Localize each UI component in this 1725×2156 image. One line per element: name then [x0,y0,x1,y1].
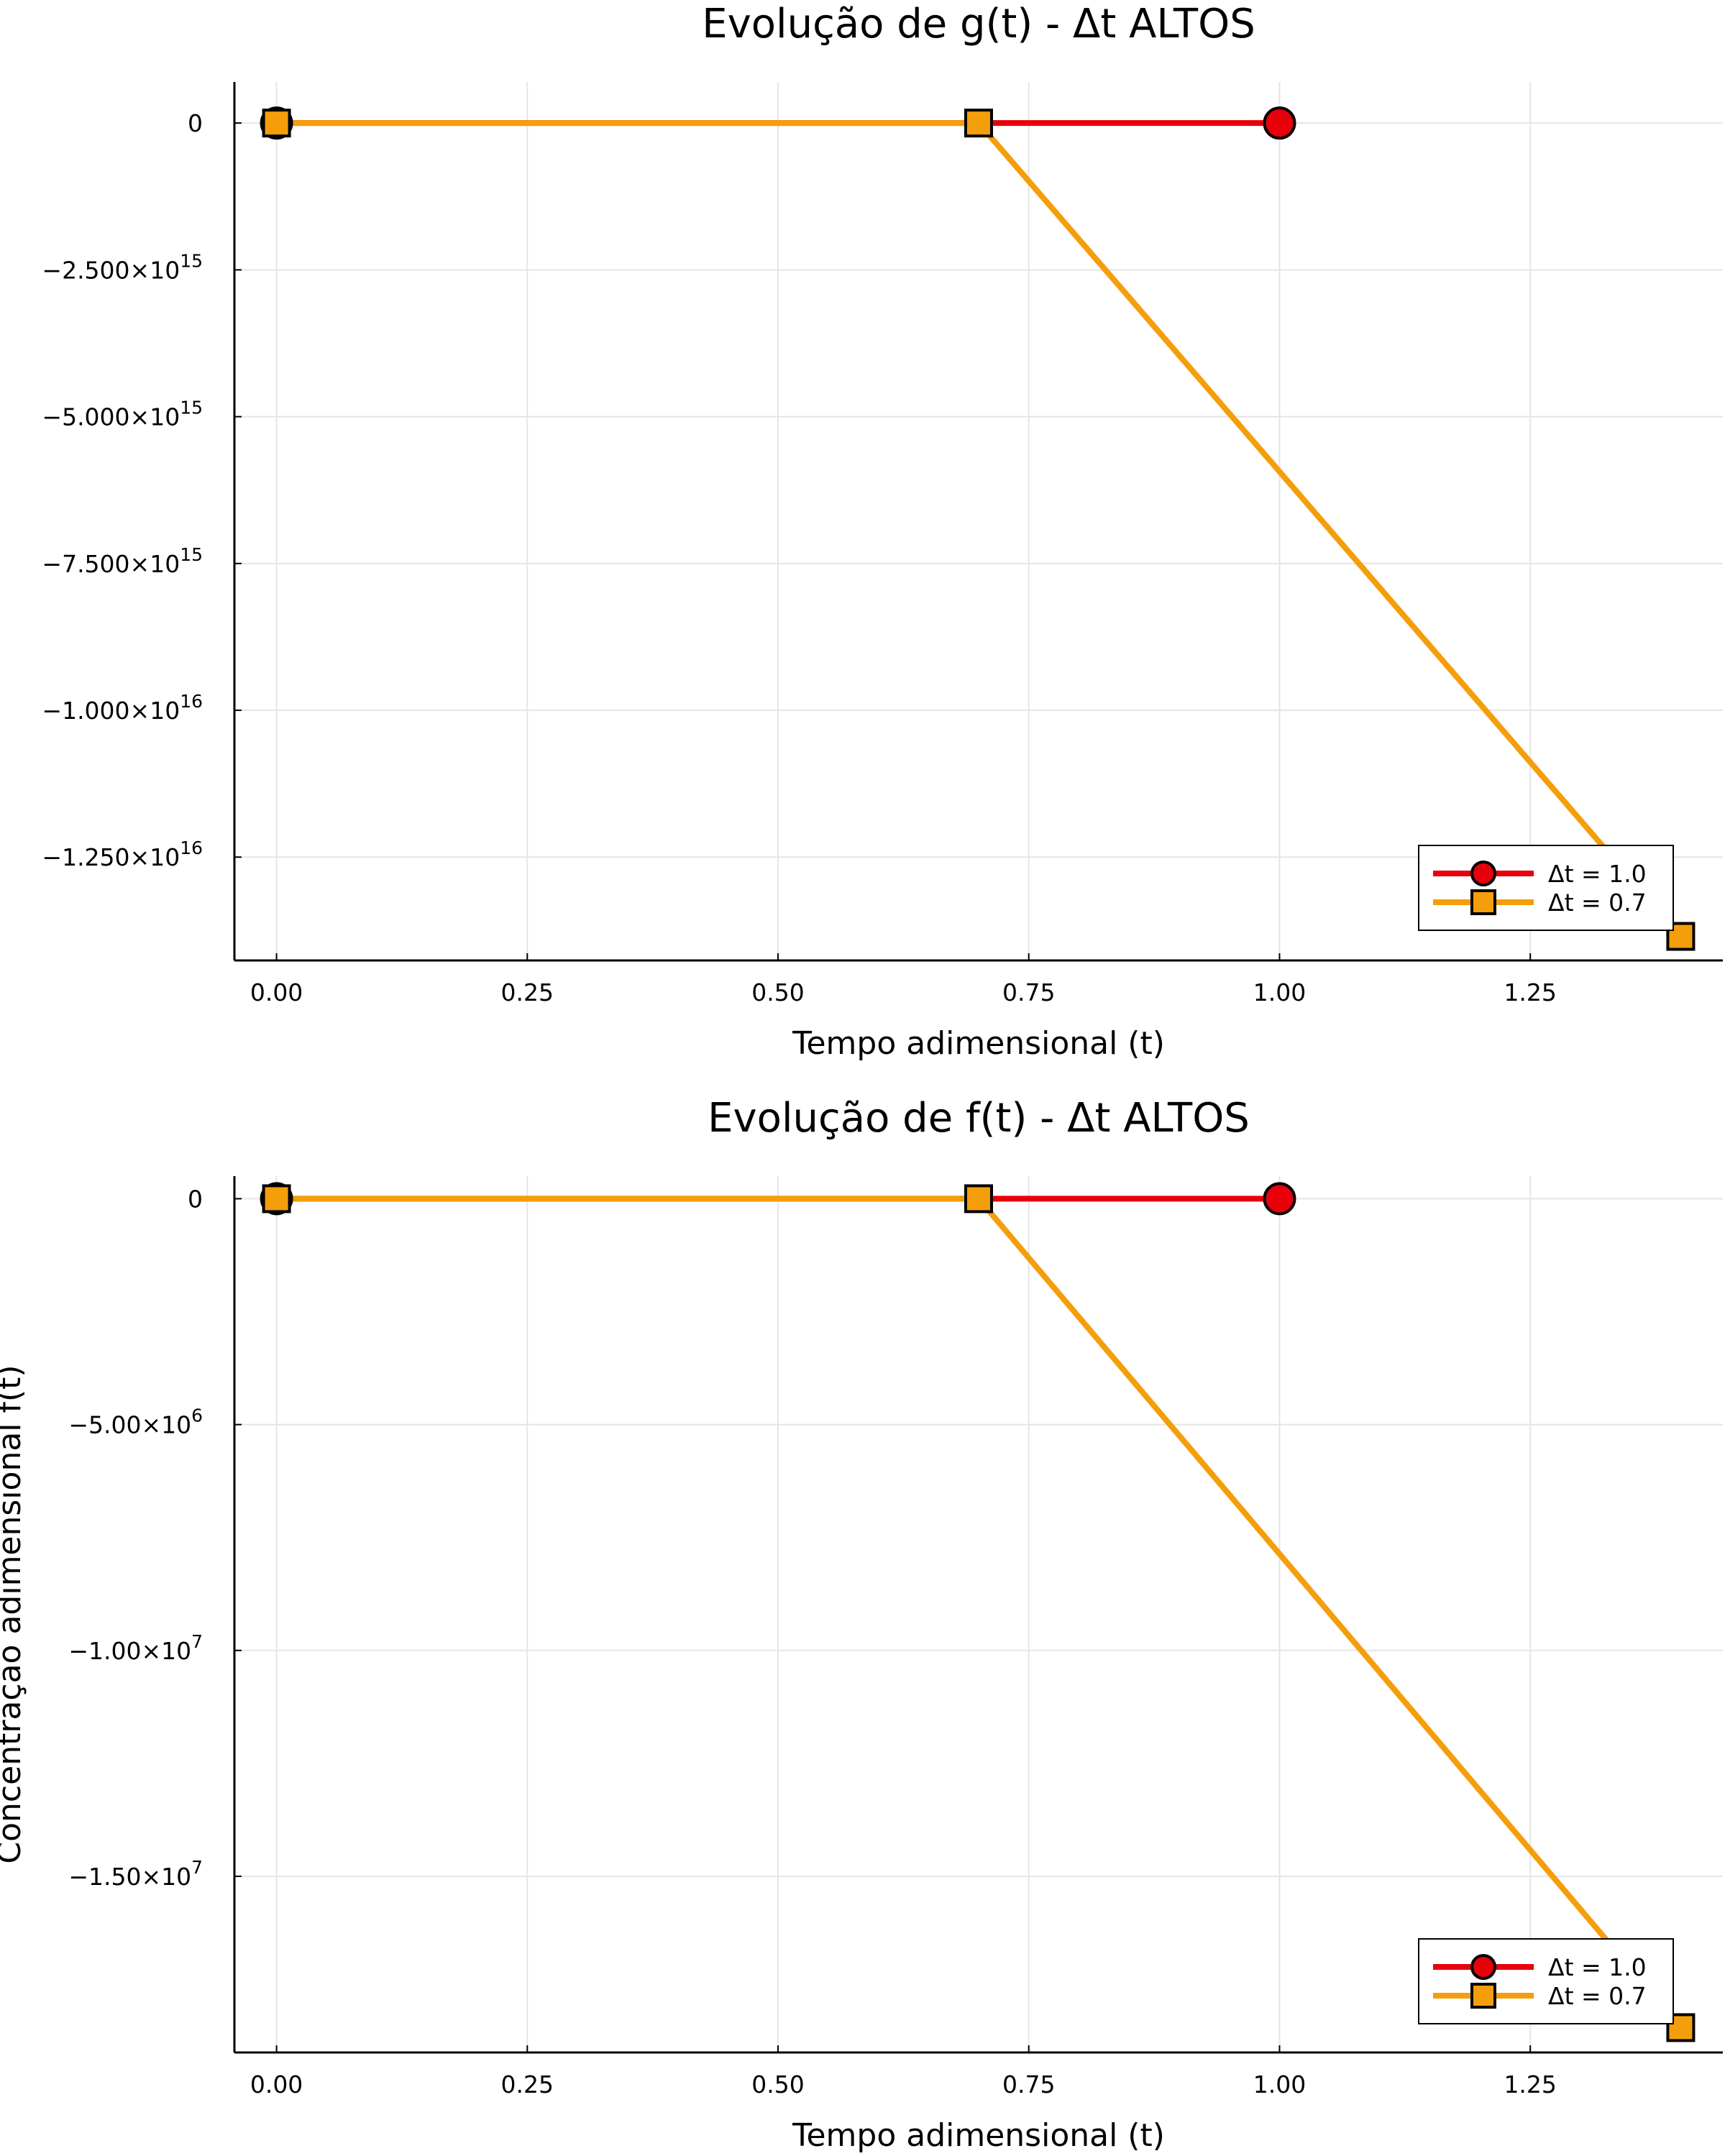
legend-label: Δt = 1.0 [1548,1953,1647,1981]
x-tick-label: 0.00 [250,2070,303,2098]
legend-label: Δt = 1.0 [1548,860,1647,888]
legend: Δt = 1.0Δt = 0.7 [1418,1938,1674,2024]
x-tick-label: 0.50 [751,2070,804,2098]
x-tick-label: 0.25 [501,2070,554,2098]
y-tick-label: −2.500×1015 [42,250,203,284]
legend-label: Δt = 0.7 [1548,889,1647,917]
legend-box [1418,1938,1674,2024]
y-tick-label: −7.500×1015 [42,544,203,578]
x-tick-label: 0.50 [751,978,804,1006]
legend-marker [1470,1954,1496,1980]
x-tick-label: 0.25 [501,978,554,1006]
x-axis-label: Tempo adimensional (t) [792,2117,1165,2154]
legend-label: Δt = 0.7 [1548,1982,1647,2010]
legend-box [1418,845,1674,931]
y-tick-label: −5.000×1015 [42,398,203,431]
y-tick-label: 0 [188,109,203,137]
x-tick-label: 1.00 [1253,978,1306,1006]
series-1-point [1263,106,1296,140]
legend: Δt = 1.0Δt = 0.7 [1418,845,1674,931]
y-tick-label: −1.00×107 [68,1631,203,1665]
legend-marker [1470,889,1496,915]
y-tick-label: −5.00×106 [68,1405,203,1439]
series-2-point [964,109,993,138]
chart-title: Evolução de f(t) - Δt ALTOS [708,1095,1250,1142]
x-tick-label: 1.25 [1504,978,1556,1006]
y-tick-label: −1.000×1016 [42,691,203,725]
series-line-2 [276,1196,1683,2030]
x-tick-label: 0.75 [1002,2070,1055,2098]
y-tick-label: −1.250×1016 [42,838,203,871]
series-line-2 [276,120,1683,939]
x-tick-label: 1.25 [1504,2070,1556,2098]
legend-marker [1470,861,1496,886]
subplot-1: 0.00 0.25 0.50 0.75 1.00 1.25 0 −2.500×1015 −5.0… [42,1,1723,1062]
legend-marker [1470,1983,1496,2009]
series-1-point [1263,1182,1296,1216]
subplot-2: 0.00 0.25 0.50 0.75 1.00 1.25 0 −5.00×106 −1.00×… [0,1095,1723,2154]
series-2-point [1666,2013,1696,2042]
x-tick-label: 0.00 [250,978,303,1006]
x-tick-label: 1.00 [1253,2070,1306,2098]
x-axis-label: Tempo adimensional (t) [792,1025,1165,1062]
y-tick-label: 0 [188,1185,203,1213]
series-2-point [262,109,291,138]
x-tick-label: 0.75 [1002,978,1055,1006]
y-tick-label: −1.50×107 [68,1857,203,1891]
chart-title: Evolução de g(t) - Δt ALTOS [702,1,1255,47]
series-2-point [964,1184,993,1214]
series-2-point [262,1184,291,1214]
y-axis-label: Concentração adimensional f(t) [0,1364,28,1863]
